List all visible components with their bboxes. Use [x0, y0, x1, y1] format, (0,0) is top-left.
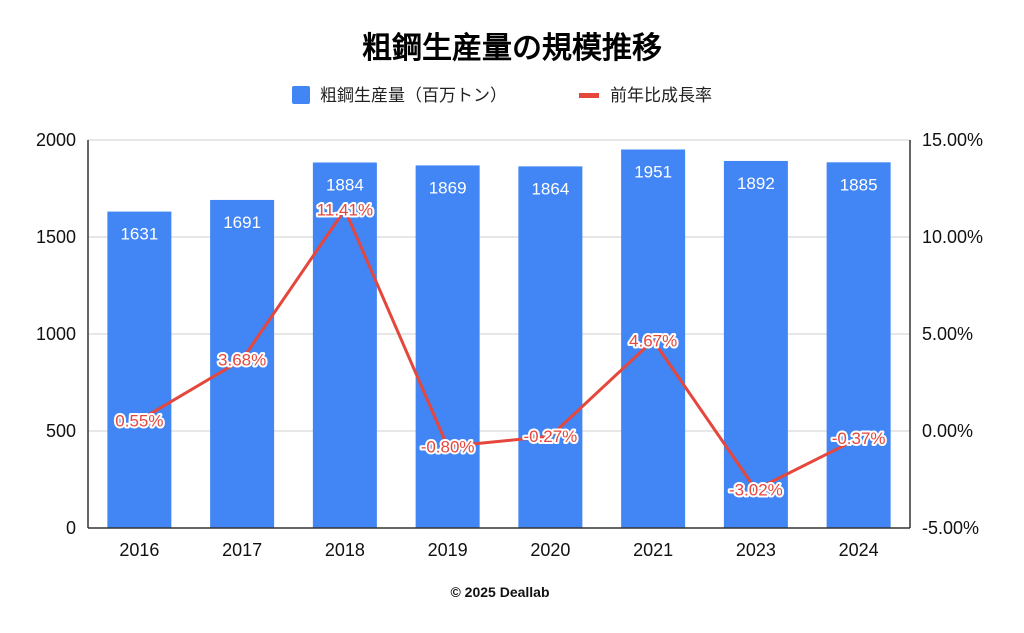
bar [621, 149, 686, 529]
line-value-label: 4.67% [629, 331, 677, 350]
line-value-label: 3.68% [218, 351, 266, 370]
bar-labels: 1631 1691 1884 1869 1864 1951 1892 1885 [120, 163, 877, 244]
x-tick-label: 2021 [633, 540, 673, 560]
line-value-label: -0.37% [832, 429, 886, 448]
y-left-tick-label: 2000 [36, 130, 76, 150]
growth-line [138, 208, 860, 492]
bar [723, 160, 788, 528]
bar [312, 162, 377, 528]
bar [107, 211, 172, 528]
legend-label-line: 前年比成長率 [610, 86, 712, 106]
y-left-tick-label: 0 [66, 518, 76, 538]
line-value-label: -0.80% [421, 438, 475, 457]
x-tick-label: 2019 [428, 540, 468, 560]
y-axis-left-ticks: 0 500 1000 1500 2000 [36, 130, 76, 538]
y-right-tick-label: 0.00% [922, 421, 973, 441]
bar-value-label: 1892 [737, 174, 775, 193]
line-value-label: 11.41% [317, 201, 373, 220]
y-right-tick-label: 10.00% [922, 227, 983, 247]
axes [87, 140, 911, 529]
x-tick-label: 2016 [119, 540, 159, 560]
bars [107, 149, 891, 529]
y-left-tick-label: 1500 [36, 227, 76, 247]
bar-value-label: 1631 [120, 225, 158, 244]
footer-credit: © 2025 Deallab [450, 584, 549, 600]
y-right-tick-label: -5.00% [922, 518, 979, 538]
x-tick-label: 2023 [736, 540, 776, 560]
bar-value-label: 1864 [531, 179, 569, 198]
bar-value-label: 1869 [429, 178, 467, 197]
bar-value-label: 1691 [223, 213, 261, 232]
legend: 粗鋼生産量（百万トン） 前年比成長率 [292, 86, 712, 106]
bar-value-label: 1951 [634, 163, 672, 182]
legend-label-bar: 粗鋼生産量（百万トン） [320, 86, 507, 106]
x-tick-label: 2020 [530, 540, 570, 560]
legend-swatch-line [579, 93, 599, 98]
growth-line-layer: 0.55% 3.68% 11.41% -0.80% -0.27% 4.67% -3.02% -… [113, 199, 887, 502]
x-axis-ticks: 2016 2017 2018 2019 2020 2021 2023 2024 [119, 540, 878, 560]
bar [826, 162, 891, 528]
x-tick-label: 2018 [325, 540, 365, 560]
y-left-tick-label: 500 [46, 421, 76, 441]
y-right-tick-label: 5.00% [922, 324, 973, 344]
line-value-label: -0.27% [523, 427, 577, 446]
legend-swatch-bar [292, 86, 310, 104]
y-left-tick-label: 1000 [36, 324, 76, 344]
bar [518, 166, 583, 528]
y-right-tick-label: 15.00% [922, 130, 983, 150]
x-tick-label: 2017 [222, 540, 262, 560]
chart-title: 粗鋼生産量の規模推移 [362, 31, 662, 66]
line-value-label: -3.02% [729, 481, 783, 500]
bar-value-label: 1884 [326, 176, 364, 195]
x-tick-label: 2024 [839, 540, 879, 560]
y-axis-right-ticks: -5.00% 0.00% 5.00% 10.00% 15.00% [922, 130, 983, 538]
line-value-label: 0.55% [115, 411, 163, 430]
bar-value-label: 1885 [840, 175, 878, 194]
bar [415, 165, 480, 528]
bar [210, 199, 275, 529]
